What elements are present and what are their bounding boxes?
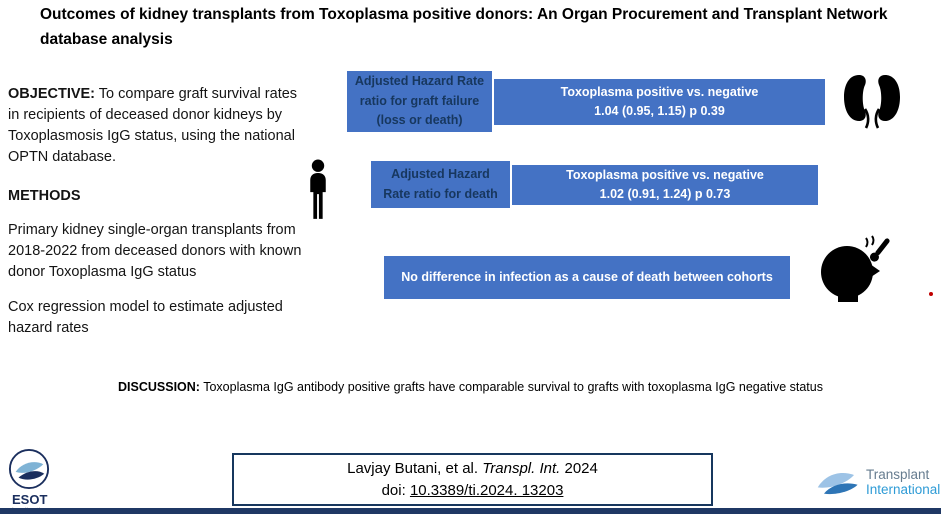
label-line: Rate ratio for death: [383, 186, 498, 201]
ti-logo-line-2: International: [866, 482, 941, 497]
doi-link[interactable]: 10.3389/ti.2024. 13203: [409, 481, 564, 499]
hazard-rate-graft-failure-label-box: Adjusted Hazard Rate ratio for graft fai…: [347, 71, 492, 132]
left-column: OBJECTIVE: To compare graft survival rat…: [8, 84, 310, 353]
methods-text: Primary kidney single-organ transplants …: [8, 222, 302, 281]
kidneys-icon: [844, 75, 900, 129]
head-thermometer-icon: [821, 235, 890, 302]
citation-line-1: Lavjay Butani, et al. Transpl. Int. 2024: [347, 458, 598, 480]
person-icon: [310, 159, 326, 219]
ti-logo-line-1: Transplant: [866, 467, 930, 483]
result-line: Toxoplasma positive vs. negative: [566, 167, 764, 182]
esot-logo-icon: [8, 448, 50, 490]
label-line: ratio for graft failure: [359, 93, 480, 108]
discussion-text: Toxoplasma IgG antibody positive grafts …: [203, 380, 823, 394]
transplant-international-logo: Transplant International: [816, 466, 940, 500]
page-title: Outcomes of kidney transplants from Toxo…: [40, 6, 888, 48]
stray-red-mark: [929, 292, 933, 296]
label-line: Adjusted Hazard: [391, 167, 490, 182]
discussion-line: DISCUSSION: Toxoplasma IgG antibody posi…: [0, 380, 941, 394]
esot-logo-name: ESOT: [12, 492, 48, 507]
graft-failure-result-box: Toxoplasma positive vs. negative 1.04 (0…: [494, 79, 825, 125]
discussion-label: DISCUSSION:: [118, 380, 200, 394]
objective-paragraph: OBJECTIVE: To compare graft survival rat…: [8, 84, 310, 168]
label-line: Adjusted Hazard Rate: [354, 74, 485, 89]
hazard-rate-death-label-box: Adjusted Hazard Rate ratio for death: [371, 161, 510, 208]
citation-journal: Transpl. Int.: [482, 459, 561, 477]
methods-label: METHODS: [8, 187, 81, 204]
infection-statement-box: No difference in infection as a cause of…: [384, 256, 790, 299]
citation-year: 2024: [564, 459, 598, 477]
doi-label: doi:: [381, 481, 406, 499]
statement-line: No difference in infection as a cause of…: [401, 269, 773, 284]
citation-authors: Lavjay Butani, et al.: [347, 459, 479, 477]
bottom-accent-bar: [0, 508, 941, 514]
death-result-box: Toxoplasma positive vs. negative 1.02 (0…: [512, 165, 818, 205]
result-line: Toxoplasma positive vs. negative: [560, 84, 759, 99]
result-line: 1.02 (0.91, 1.24) p 0.73: [599, 187, 731, 201]
result-line: 1.04 (0.95, 1.15) p 0.39: [594, 104, 725, 118]
transplant-international-text: Transplant International: [866, 467, 941, 498]
esot-logo: ESOT Leading the way in transplantation: [8, 448, 118, 514]
citation-line-2: doi: 10.3389/ti.2024. 13203: [382, 480, 564, 502]
methods-text-2: Cox regression model to estimate adjuste…: [8, 299, 283, 336]
objective-label: OBJECTIVE:: [8, 86, 96, 102]
objective-text: To compare graft survival rates in recip…: [8, 86, 298, 165]
citation-box: Lavjay Butani, et al. Transpl. Int. 2024…: [232, 453, 713, 506]
transplant-international-logo-icon: [817, 472, 858, 495]
label-line: (loss or death): [376, 113, 463, 128]
